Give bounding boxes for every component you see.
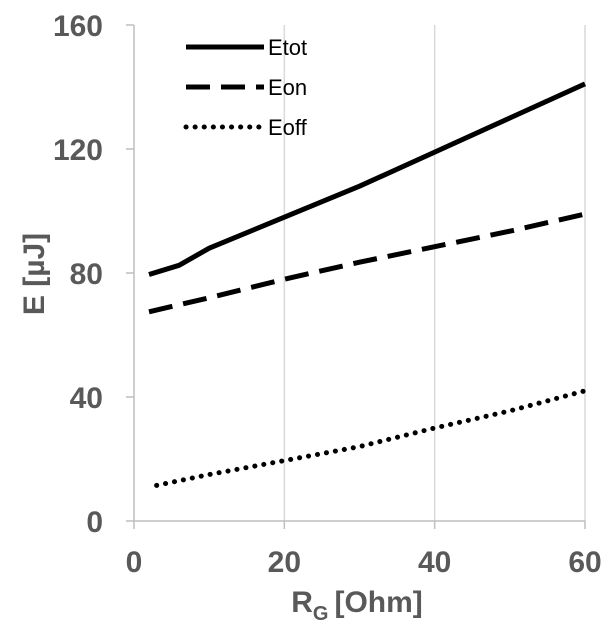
series-lines bbox=[148, 81, 588, 488]
x-tick-label-40: 40 bbox=[418, 546, 451, 579]
legend: Etot Eon Eoff bbox=[183, 35, 308, 140]
y-tick-label-160: 160 bbox=[53, 10, 103, 43]
x-tick-label-60: 60 bbox=[568, 546, 601, 579]
x-axis-title-main: R bbox=[291, 586, 313, 619]
x-tick-label-20: 20 bbox=[268, 546, 301, 579]
y-tick-label-80: 80 bbox=[70, 258, 103, 291]
x-axis-title: RG [Ohm] bbox=[291, 586, 423, 625]
y-axis-title: E [µJ] bbox=[18, 233, 51, 315]
y-tick-label-120: 120 bbox=[53, 134, 103, 167]
series-line-eoff bbox=[154, 388, 588, 488]
y-tick-label-0: 0 bbox=[86, 506, 103, 539]
x-axis-title-unit: [Ohm] bbox=[334, 586, 422, 619]
tick-labels: 0 40 80 120 160 0 20 40 60 bbox=[53, 10, 602, 579]
series-line-etot bbox=[148, 81, 587, 277]
x-axis-title-subscript: G bbox=[313, 603, 329, 625]
legend-label-eoff: Eoff bbox=[268, 115, 308, 140]
axes bbox=[126, 24, 586, 529]
gridlines bbox=[283, 25, 586, 521]
legend-label-eon: Eon bbox=[268, 75, 307, 100]
x-tick-label-0: 0 bbox=[126, 546, 143, 579]
y-tick-label-40: 40 bbox=[70, 382, 103, 415]
series-line-eon bbox=[148, 211, 586, 315]
legend-label-etot: Etot bbox=[268, 35, 307, 60]
